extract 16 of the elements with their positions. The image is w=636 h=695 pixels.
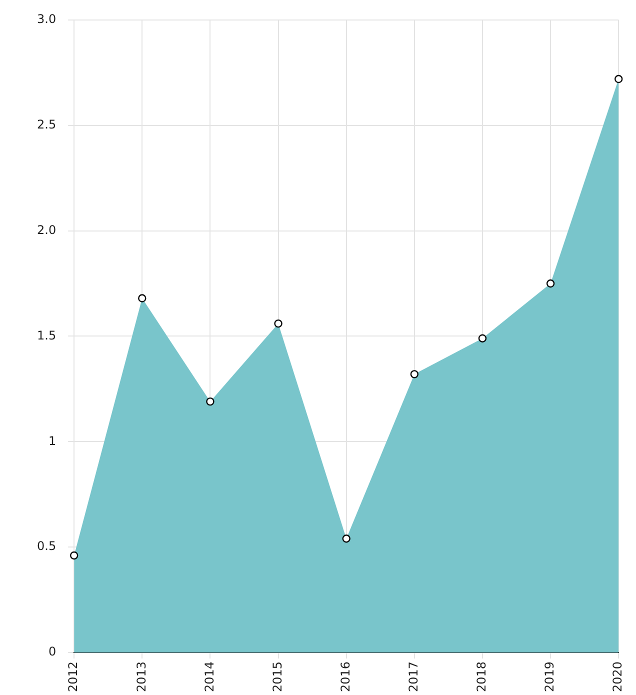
y-tick-label: 0 bbox=[48, 644, 56, 659]
x-tick-label: 2016 bbox=[338, 661, 352, 692]
x-tick-label: 2013 bbox=[134, 661, 148, 692]
x-tick-label: 2014 bbox=[202, 661, 216, 692]
y-tick-label: 2.5 bbox=[36, 118, 56, 132]
y-tick-label: 0.5 bbox=[36, 539, 56, 554]
x-tick-label: 2017 bbox=[406, 661, 421, 692]
x-tick-label: 2019 bbox=[542, 661, 557, 692]
y-tick-label: 2.0 bbox=[36, 222, 56, 237]
x-tick-label: 2015 bbox=[270, 661, 284, 692]
x-tick-label: 2018 bbox=[474, 661, 489, 692]
x-tick-label: 2020 bbox=[610, 661, 625, 692]
x-tick-label: 2012 bbox=[66, 661, 80, 692]
y-tick-label: 3.0 bbox=[36, 12, 56, 26]
y-tick-label: 1.5 bbox=[36, 328, 56, 342]
y-tick-label: 1 bbox=[48, 434, 56, 448]
